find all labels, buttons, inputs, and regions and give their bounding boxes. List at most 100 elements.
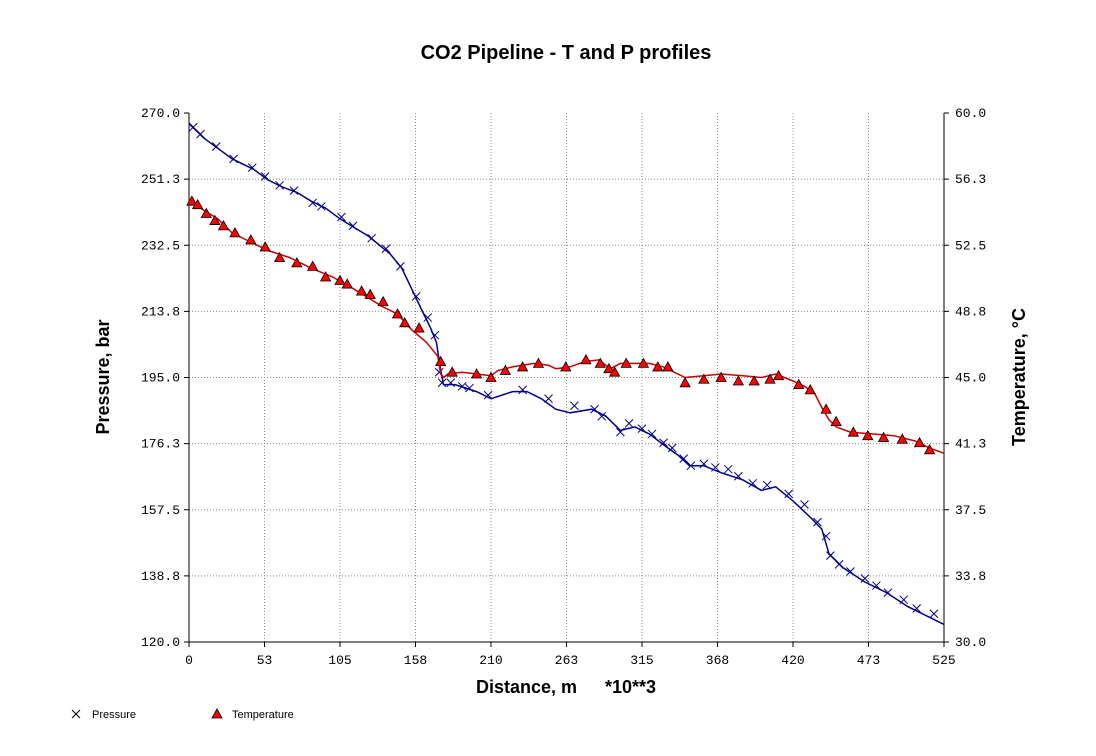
data-point-temperature xyxy=(862,429,874,441)
y2-tick-label: 52.5 xyxy=(955,238,986,253)
data-point-pressure xyxy=(872,581,881,590)
data-point-pressure xyxy=(710,463,720,472)
data-point-temperature xyxy=(896,433,908,444)
legend-marker-triangle xyxy=(211,708,223,719)
data-point-pressure xyxy=(423,313,433,322)
data-point-temperature xyxy=(377,295,389,307)
data-point-temperature xyxy=(319,271,332,282)
data-point-pressure xyxy=(659,438,668,448)
data-point-pressure xyxy=(733,471,743,481)
data-point-temperature xyxy=(229,227,241,238)
data-point-temperature xyxy=(652,361,664,372)
data-point-temperature xyxy=(191,198,204,210)
series-layer xyxy=(186,122,945,626)
y2-tick-label: 30.0 xyxy=(955,635,986,650)
y2-tick-label: 45.0 xyxy=(955,371,986,386)
y-tick-label: 213.8 xyxy=(141,304,180,319)
legend-item-pressure: Pressure xyxy=(71,709,136,721)
data-point-temperature xyxy=(291,257,303,268)
data-point-temperature xyxy=(434,355,447,367)
data-point-pressure xyxy=(860,574,870,583)
x-tick-label: 263 xyxy=(555,653,578,668)
data-point-pressure xyxy=(679,454,689,463)
data-point-pressure xyxy=(699,459,709,469)
y-tick-label: 176.3 xyxy=(141,437,180,452)
data-point-pressure xyxy=(616,427,625,437)
data-point-temperature xyxy=(830,415,842,426)
y-tick-label: 251.3 xyxy=(141,172,180,187)
data-point-temperature xyxy=(186,195,198,206)
data-point-pressure xyxy=(518,385,527,395)
data-point-temperature xyxy=(341,278,353,289)
data-point-temperature xyxy=(470,368,483,379)
data-point-pressure xyxy=(367,233,376,243)
data-point-pressure xyxy=(929,609,939,619)
data-point-pressure xyxy=(899,595,909,605)
data-point-temperature xyxy=(209,214,221,225)
x-axis-label: Distance, m xyxy=(476,677,577,697)
legend-label-pressure: Pressure xyxy=(92,709,136,721)
data-point-temperature xyxy=(620,357,632,368)
data-point-temperature xyxy=(391,308,404,319)
y-tick-label: 195.0 xyxy=(141,371,180,386)
data-point-pressure xyxy=(723,464,733,474)
data-point-temperature xyxy=(637,357,650,368)
data-point-temperature xyxy=(399,317,411,328)
data-point-temperature xyxy=(446,366,458,377)
x-tick-label: 473 xyxy=(857,653,880,668)
data-point-temperature xyxy=(679,376,691,388)
data-point-temperature xyxy=(772,369,785,381)
data-point-temperature xyxy=(764,373,776,384)
data-point-temperature xyxy=(273,251,286,262)
legend: Pressure Temperature xyxy=(71,708,294,721)
data-point-temperature xyxy=(217,220,230,231)
data-point-pressure xyxy=(275,180,284,190)
data-point-pressure xyxy=(826,551,835,560)
data-point-temperature xyxy=(923,443,936,455)
x-tick-label: 53 xyxy=(257,653,273,668)
y-tick-label: 232.5 xyxy=(141,238,180,253)
data-point-temperature xyxy=(560,361,572,372)
data-point-pressure xyxy=(667,443,677,453)
data-point-pressure xyxy=(624,418,634,428)
x-tick-label: 158 xyxy=(404,653,427,668)
data-point-pressure xyxy=(308,198,318,208)
legend-marker-pressure xyxy=(71,709,81,719)
data-point-pressure xyxy=(800,500,809,509)
data-point-pressure xyxy=(289,186,299,195)
legend-label-temperature: Temperature xyxy=(232,709,294,721)
data-point-temperature xyxy=(804,384,816,395)
data-point-temperature xyxy=(413,322,425,333)
data-point-temperature xyxy=(877,431,890,442)
x-axis-scale-label: *10**3 xyxy=(605,677,656,697)
tick-labels: 0 53 105 158 210 263 315 368 420 473 525 120.0 30.0 1… xyxy=(141,106,986,668)
y2-tick-label: 48.8 xyxy=(955,304,986,319)
x-tick-label: 420 xyxy=(781,653,804,668)
y2-tick-label: 33.8 xyxy=(955,569,986,584)
data-point-temperature xyxy=(913,436,926,448)
data-point-pressure xyxy=(437,378,447,388)
data-point-pressure xyxy=(784,489,794,499)
series-markers-pressure xyxy=(188,122,939,619)
data-point-temperature xyxy=(732,375,745,386)
data-point-temperature xyxy=(793,378,805,389)
data-point-pressure xyxy=(465,383,474,393)
grid xyxy=(189,113,944,642)
data-point-pressure xyxy=(196,129,205,139)
data-point-pressure xyxy=(813,517,822,527)
x-tick-label: 368 xyxy=(706,653,729,668)
data-point-pressure xyxy=(883,588,893,597)
data-point-pressure xyxy=(348,221,358,231)
data-point-pressure xyxy=(570,401,579,411)
data-point-temperature xyxy=(200,207,212,218)
data-point-temperature xyxy=(364,288,376,300)
data-point-pressure xyxy=(846,567,855,576)
data-point-temperature xyxy=(516,361,529,372)
chart-title: CO2 Pipeline - T and P profiles xyxy=(421,42,712,64)
series-markers-temperature xyxy=(186,195,936,455)
data-point-pressure xyxy=(821,531,831,541)
x-tick-label: 0 xyxy=(185,653,193,668)
legend-item-temperature: Temperature xyxy=(211,708,294,721)
data-point-temperature xyxy=(603,362,615,374)
